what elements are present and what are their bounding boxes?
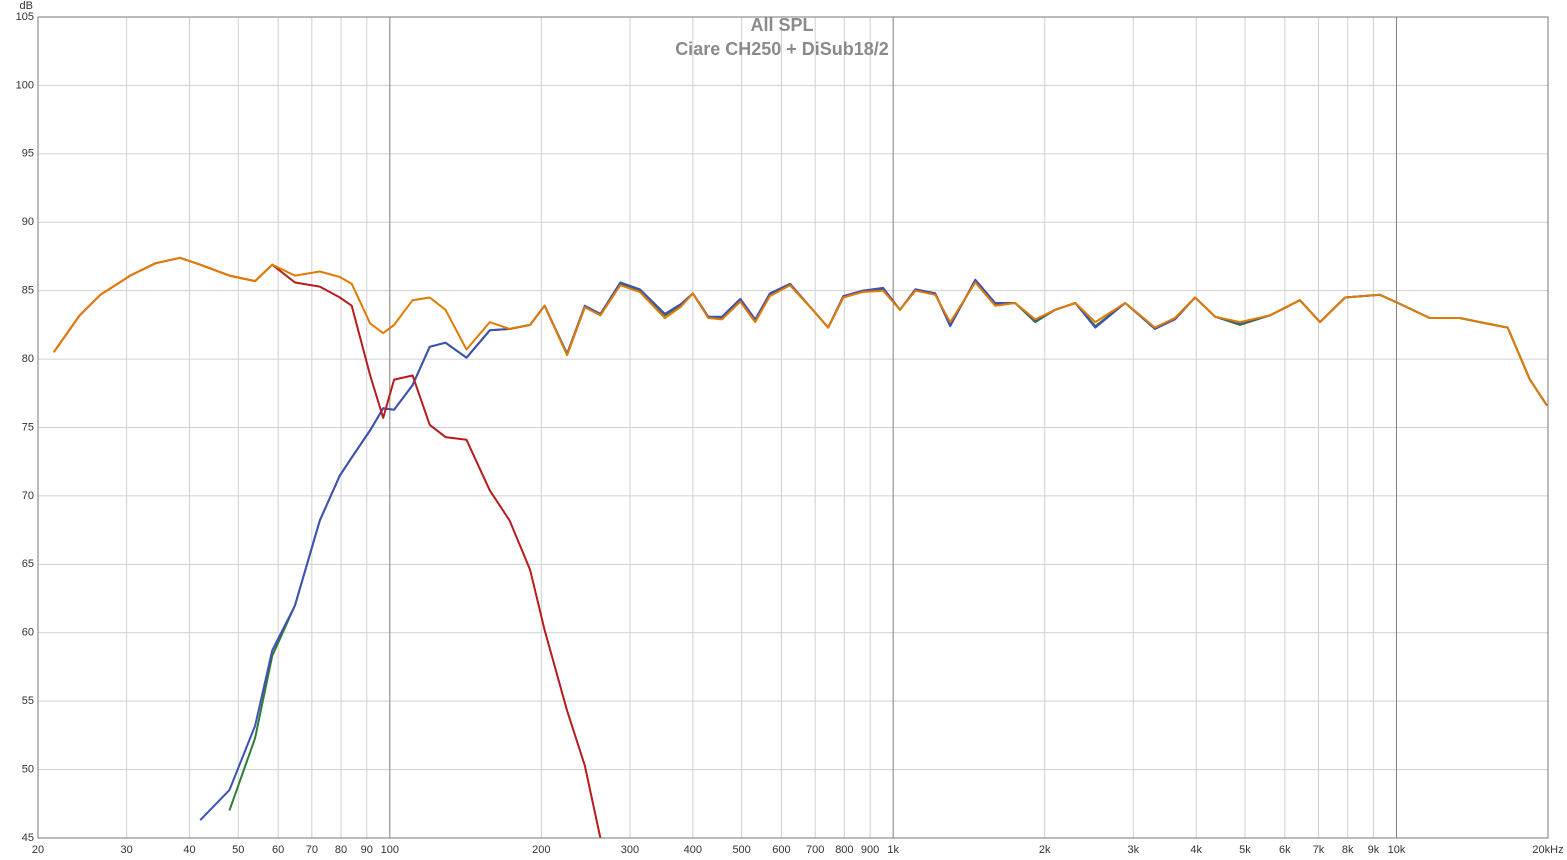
x-tick-label: 5k (1239, 844, 1251, 856)
x-tick-label: 60 (272, 844, 284, 856)
x-tick-label: 300 (621, 844, 639, 856)
x-tick-label: 40 (183, 844, 195, 856)
plot-frame (37, 16, 1549, 839)
chart-subtitle: Ciare CH250 + DiSub18/2 (675, 39, 889, 59)
x-tick-label: 700 (806, 844, 824, 856)
x-tick-label: 9k (1368, 844, 1380, 856)
x-tick-label: 500 (732, 844, 750, 856)
y-tick-label: 90 (22, 216, 34, 228)
x-tick-label: 4k (1190, 844, 1202, 856)
x-tick-label: 2k (1039, 844, 1051, 856)
x-tick-label: 20kHz (1532, 844, 1563, 856)
x-tick-label: 10k (1388, 844, 1406, 856)
y-tick-label: 85 (22, 285, 34, 297)
x-tick-label: 3k (1127, 844, 1139, 856)
y-tick-label: 45 (22, 832, 34, 844)
y-tick-label: 75 (22, 421, 34, 433)
x-tick-label: 70 (306, 844, 318, 856)
x-tick-label: 8k (1342, 844, 1354, 856)
x-tick-label: 50 (232, 844, 244, 856)
x-tick-label: 7k (1313, 844, 1325, 856)
y-tick-label: 80 (22, 353, 34, 365)
y-tick-label: 60 (22, 627, 34, 639)
x-tick-label: 800 (835, 844, 853, 856)
x-tick-label: 20 (32, 844, 44, 856)
x-tick-label: 80 (335, 844, 347, 856)
x-tick-label: 6k (1279, 844, 1291, 856)
y-axis-label: dB (20, 0, 33, 12)
x-tick-label: 900 (861, 844, 879, 856)
y-tick-label: 105 (16, 11, 34, 23)
x-tick-label: 90 (361, 844, 373, 856)
y-tick-label: 65 (22, 558, 34, 570)
x-tick-label: 100 (381, 844, 399, 856)
chart-title: All SPL (750, 15, 813, 35)
y-tick-label: 95 (22, 148, 34, 160)
x-tick-label: 600 (772, 844, 790, 856)
x-tick-label: 30 (121, 844, 133, 856)
y-tick-label: 100 (16, 79, 34, 91)
x-tick-label: 1k (887, 844, 899, 856)
x-tick-label: 400 (684, 844, 702, 856)
x-tick-label: 200 (532, 844, 550, 856)
series-line (52, 256, 1548, 407)
y-tick-label: 70 (22, 490, 34, 502)
y-tick-label: 50 (22, 763, 34, 775)
y-tick-label: 55 (22, 695, 34, 707)
